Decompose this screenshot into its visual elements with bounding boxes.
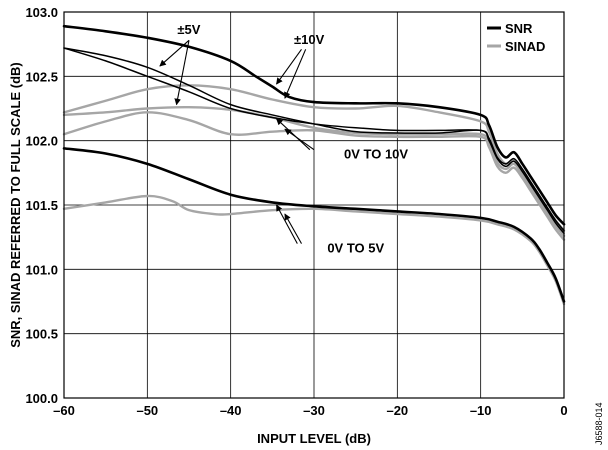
annotation-arrow-0v-to-5v <box>276 204 298 244</box>
legend-box <box>482 14 562 56</box>
series-line-0v-to-10v-snr <box>63 47 565 235</box>
annotation-0v-to-5v: 0V TO 5V <box>327 241 384 256</box>
annotation-arrow-0v-to-5v <box>284 213 302 244</box>
y-tick-labels: 100.0 100.5 101.0 101.5 102.0 102.5 103.0 <box>25 5 58 406</box>
y-tick-label: 100.5 <box>25 327 58 342</box>
plot-frame <box>63 11 565 399</box>
x-tick-label: –40 <box>220 403 242 418</box>
annotation-pm10v: ±10V <box>294 32 325 47</box>
x-tick-label: –20 <box>386 403 408 418</box>
annotation-arrow-pm10v <box>276 48 302 85</box>
annotation-pm5v: ±5V <box>177 22 200 37</box>
y-tick-label: 102.0 <box>25 134 58 149</box>
y-tick-label: 102.5 <box>25 69 58 84</box>
x-tick-labels: –60 –50 –40 –30 –20 –10 0 <box>53 403 567 418</box>
y-tick-label: 101.5 <box>25 198 58 213</box>
x-tick-label: 0 <box>560 403 567 418</box>
annotation-arrow-pm10v <box>284 49 307 99</box>
x-tick-label: –30 <box>303 403 325 418</box>
annotation-arrow-0v-to-10v <box>284 128 315 151</box>
y-tick-label: 100.0 <box>25 391 58 406</box>
data-series <box>62 24 566 306</box>
annotation-arrow-pm5v <box>174 40 190 106</box>
series-line-0v-to-5v-snr <box>62 147 566 303</box>
y-tick-label: 103.0 <box>25 5 58 20</box>
series-line-0v-to-10v-sinad <box>62 111 566 241</box>
annotation-arrow-0v-to-10v <box>276 118 311 151</box>
curve-annotations: ±5V ±10V 0V TO 10V 0V TO 5V <box>159 22 408 256</box>
y-axis-title: SNR, SINAD REFERRED TO FULL SCALE (dB) <box>8 62 23 348</box>
y-tick-label: 101.0 <box>25 262 58 277</box>
annotation-0v-to-10v: 0V TO 10V <box>344 147 408 162</box>
x-axis-title: INPUT LEVEL (dB) <box>257 431 371 446</box>
legend-label-sinad: SINAD <box>505 39 545 54</box>
x-tick-label: –10 <box>470 403 492 418</box>
legend: SNR SINAD <box>482 14 562 56</box>
series-line-pm5v-sinad <box>62 105 566 238</box>
x-tick-label: –60 <box>53 403 75 418</box>
legend-label-snr: SNR <box>505 21 533 36</box>
series-line-0v-to-5v-sinad <box>62 194 566 306</box>
figure-id: J6588-014 <box>594 402 604 445</box>
series-line-pm10v-snr <box>62 24 566 226</box>
x-tick-label: –50 <box>136 403 158 418</box>
annotation-arrow-pm5v <box>159 39 190 67</box>
